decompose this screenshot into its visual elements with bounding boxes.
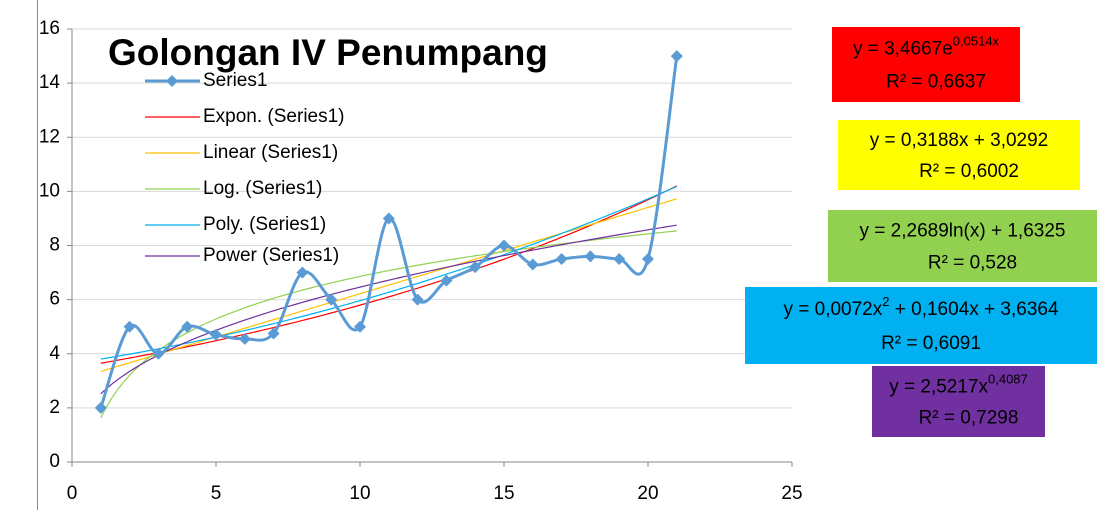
marker xyxy=(382,212,395,225)
chart-title: Golongan IV Penumpang xyxy=(108,32,548,73)
marker xyxy=(411,293,424,306)
legend-label: Power (Series1) xyxy=(203,245,339,266)
trendline xyxy=(100,198,677,372)
equation-part: y = 2,2689ln(x) + 1,6325 xyxy=(860,221,1066,242)
marker xyxy=(613,253,626,266)
equation-part: y = 2,5217x xyxy=(889,376,988,397)
x-tick-label: 15 xyxy=(493,483,514,504)
equation-box xyxy=(832,27,1020,102)
y-tick-label: 10 xyxy=(39,180,60,201)
equation-part: + 0,1604x + 3,6364 xyxy=(889,299,1058,320)
x-tick-label: 20 xyxy=(637,483,658,504)
legend-label: Series1 xyxy=(203,70,267,91)
r-squared: R² = 0,528 xyxy=(928,252,1017,273)
x-tick-label: 10 xyxy=(349,483,370,504)
equation: y = 2,2689ln(x) + 1,6325 xyxy=(860,221,1066,242)
legend-marker xyxy=(166,75,178,87)
x-tick-label: 25 xyxy=(781,483,802,504)
equation-box xyxy=(872,366,1045,437)
legend-label: Poly. (Series1) xyxy=(203,214,326,235)
equation-part: y = 3,4667e xyxy=(853,39,953,60)
y-tick-label: 4 xyxy=(49,343,60,364)
equation-part: y = 0,0072x xyxy=(783,299,882,320)
marker xyxy=(210,328,222,341)
r-squared: R² = 0,7298 xyxy=(919,408,1019,429)
x-tick-label: 0 xyxy=(67,483,78,504)
y-tick-label: 2 xyxy=(49,397,60,418)
equation: y = 2,5217x0,4087 xyxy=(889,371,1028,397)
y-tick-label: 12 xyxy=(39,126,60,147)
equation-part: 0,0514x xyxy=(953,33,1000,48)
equation-part: 0,4087 xyxy=(988,371,1028,386)
marker xyxy=(526,258,539,271)
marker xyxy=(440,274,453,287)
equation-box xyxy=(828,210,1097,282)
marker xyxy=(469,261,482,274)
marker xyxy=(94,401,107,414)
r-squared: R² = 0,6002 xyxy=(919,161,1019,182)
y-tick-label: 14 xyxy=(39,72,61,93)
marker xyxy=(584,250,597,263)
y-tick-label: 6 xyxy=(49,289,60,310)
equation-part: y = 0,3188x + 3,0292 xyxy=(870,130,1049,151)
r-squared: R² = 0,6091 xyxy=(881,333,981,354)
r-squared: R² = 0,6637 xyxy=(886,72,986,93)
y-tick-label: 8 xyxy=(49,235,60,256)
marker xyxy=(642,253,654,266)
equation: y = 0,3188x + 3,0292 xyxy=(870,130,1049,151)
legend-label: Log. (Series1) xyxy=(203,178,322,199)
marker xyxy=(670,50,683,63)
marker xyxy=(498,239,510,252)
equation-box xyxy=(838,120,1080,190)
equation: y = 3,4667e0,0514x xyxy=(853,33,1000,59)
marker xyxy=(152,347,165,360)
trendline xyxy=(100,185,678,360)
marker xyxy=(555,253,568,266)
marker xyxy=(325,293,338,306)
equation-box xyxy=(745,287,1097,364)
marker xyxy=(123,320,136,333)
equation: y = 0,0072x2 + 0,1604x + 3,6364 xyxy=(783,294,1058,320)
y-tick-label: 0 xyxy=(49,451,60,472)
marker xyxy=(354,320,366,333)
legend-label: Expon. (Series1) xyxy=(203,106,345,127)
trendline xyxy=(100,224,677,395)
trendline xyxy=(100,185,678,364)
legend-label: Linear (Series1) xyxy=(203,142,338,163)
marker xyxy=(296,266,309,279)
marker xyxy=(267,327,280,340)
x-tick-label: 5 xyxy=(211,483,222,504)
marker xyxy=(238,332,251,345)
y-tick-label: 16 xyxy=(39,18,60,39)
equation-part: 2 xyxy=(882,294,889,309)
marker xyxy=(181,320,194,333)
